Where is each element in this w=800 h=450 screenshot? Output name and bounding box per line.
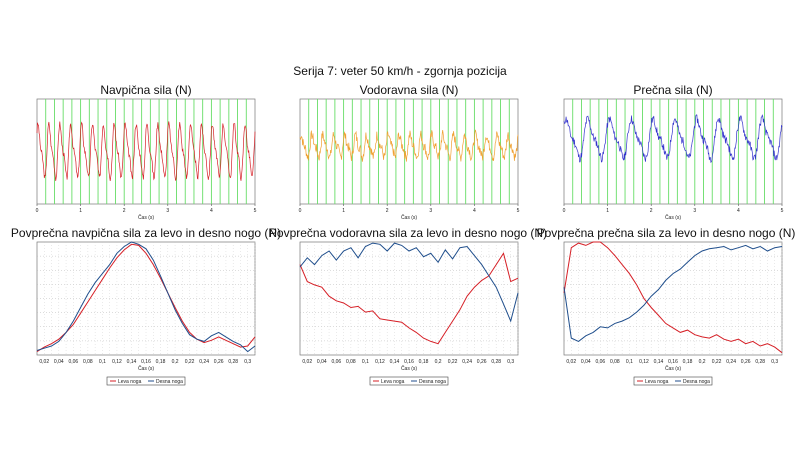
- legend-label-bot3-1: Desna noga: [683, 379, 710, 385]
- x-axis-label-top1: Čas (s): [138, 214, 154, 221]
- x-axis-label-bot3: Čas (s): [665, 365, 681, 372]
- page-title: Serija 7: veter 50 km/h - zgornja pozici…: [293, 64, 507, 78]
- x-tick-label-bot1: 0,3: [244, 359, 251, 365]
- x-tick-label-top2: 1: [342, 208, 345, 214]
- legend-label-bot1-0: Leva noga: [118, 379, 142, 385]
- x-tick-label-bot3: 0,26: [741, 359, 751, 365]
- x-tick-label-bot3: 0,24: [726, 359, 736, 365]
- chart-title-precna: Prečna sila (N): [633, 83, 713, 97]
- x-tick-label-bot3: 0,12: [639, 359, 649, 365]
- chart-title-navpicna: Navpična sila (N): [100, 83, 192, 97]
- x-tick-label-bot1: 0,18: [156, 359, 166, 365]
- x-tick-label-bot1: 0,22: [185, 359, 195, 365]
- x-tick-label-bot2: 0,12: [375, 359, 385, 365]
- legend-label-bot3-0: Leva noga: [645, 379, 669, 385]
- series-line-bot2-0: [299, 252, 519, 345]
- x-tick-label-bot2: 0,1: [362, 359, 369, 365]
- x-tick-label-bot1: 0,26: [214, 359, 224, 365]
- x-tick-label-bot1: 0,1: [99, 359, 106, 365]
- legend-label-bot2-1: Desna noga: [419, 379, 446, 385]
- x-tick-label-top2: 2: [386, 208, 389, 214]
- x-tick-label-bot3: 0,18: [683, 359, 693, 365]
- x-tick-label-top3: 3: [693, 208, 696, 214]
- x-tick-label-bot3: 0,3: [771, 359, 778, 365]
- series-line-bot1-0: [36, 243, 256, 353]
- legend-box-bot2: [369, 376, 449, 386]
- x-tick-label-bot2: 0,3: [507, 359, 514, 365]
- x-tick-label-bot1: 0,04: [54, 359, 64, 365]
- x-tick-label-bot2: 0,2: [435, 359, 442, 365]
- x-tick-label-bot1: 0,28: [228, 359, 238, 365]
- x-tick-label-bot2: 0,28: [491, 359, 501, 365]
- x-tick-label-top2: 5: [517, 208, 520, 214]
- x-tick-label-bot3: 0,16: [668, 359, 678, 365]
- x-tick-label-top1: 5: [254, 208, 257, 214]
- series-line-bot2-1: [299, 242, 519, 323]
- x-tick-label-bot3: 0,28: [755, 359, 765, 365]
- x-tick-label-top2: 4: [473, 208, 476, 214]
- x-tick-label-bot2: 0,02: [302, 359, 312, 365]
- x-tick-label-bot1: 0,16: [141, 359, 151, 365]
- x-axis-label-top2: Čas (s): [401, 214, 417, 221]
- x-tick-label-bot3: 0,06: [595, 359, 605, 365]
- x-tick-label-bot1: 0,24: [199, 359, 209, 365]
- series-line-top3: [563, 114, 783, 164]
- x-tick-label-bot1: 0,02: [39, 359, 49, 365]
- chart-title-avg-precna: Povprečna prečna sila za levo in desno n…: [536, 226, 796, 240]
- x-tick-label-top3: 2: [650, 208, 653, 214]
- x-tick-label-top2: 3: [429, 208, 432, 214]
- x-tick-label-bot2: 0,16: [404, 359, 414, 365]
- series-line-top2: [299, 129, 519, 162]
- x-tick-label-bot1: 0,08: [83, 359, 93, 365]
- x-tick-label-top1: 1: [79, 208, 82, 214]
- chart-title-avg-navpicna: Povprečna navpična sila za levo in desno…: [10, 226, 282, 240]
- x-tick-label-bot3: 0,1: [626, 359, 633, 365]
- x-axis-label-bot2: Čas (s): [401, 365, 417, 372]
- x-tick-label-bot3: 0,22: [712, 359, 722, 365]
- series-line-bot3-1: [563, 244, 783, 342]
- x-tick-label-bot2: 0,14: [390, 359, 400, 365]
- x-tick-label-bot3: 0,2: [699, 359, 706, 365]
- x-tick-label-bot1: 0,06: [68, 359, 78, 365]
- x-tick-label-top1: 2: [123, 208, 126, 214]
- chart-title-vodoravna: Vodoravna sila (N): [359, 83, 459, 97]
- x-tick-label-top3: 4: [737, 208, 740, 214]
- series-line-top1: [36, 121, 256, 181]
- x-tick-label-top1: 3: [166, 208, 169, 214]
- series-line-bot1-1: [36, 241, 256, 353]
- x-tick-label-bot2: 0,26: [477, 359, 487, 365]
- x-tick-label-bot3: 0,02: [566, 359, 576, 365]
- x-axis-label-top3: Čas (s): [665, 214, 681, 221]
- legend-label-bot2-0: Leva noga: [381, 379, 405, 385]
- x-axis-label-bot1: Čas (s): [138, 365, 154, 372]
- x-tick-label-top3: 1: [606, 208, 609, 214]
- x-tick-label-top2: 0: [299, 208, 302, 214]
- x-tick-label-top3: 0: [563, 208, 566, 214]
- x-tick-label-bot2: 0,22: [448, 359, 458, 365]
- x-tick-label-bot1: 0,2: [172, 359, 179, 365]
- x-tick-label-bot2: 0,18: [419, 359, 429, 365]
- x-tick-label-bot1: 0,12: [112, 359, 122, 365]
- chart-title-avg-vodoravna: Povprečna vodoravna sila za levo in desn…: [268, 226, 548, 240]
- x-tick-label-bot2: 0,08: [346, 359, 356, 365]
- x-tick-label-top1: 4: [210, 208, 213, 214]
- series-line-bot3-0: [563, 241, 783, 354]
- x-tick-label-bot3: 0,14: [654, 359, 664, 365]
- legend-box-bot1: [106, 376, 186, 386]
- x-tick-label-bot1: 0,14: [127, 359, 137, 365]
- legend-label-bot1-1: Desna noga: [156, 379, 183, 385]
- x-tick-label-bot2: 0,06: [331, 359, 341, 365]
- plot-area-top1: [36, 98, 256, 205]
- x-tick-label-bot2: 0,04: [317, 359, 327, 365]
- legend-box-bot3: [633, 376, 713, 386]
- x-tick-label-bot3: 0,04: [581, 359, 591, 365]
- plot-area-top2: [299, 98, 519, 205]
- x-tick-label-top1: 0: [36, 208, 39, 214]
- x-tick-label-bot3: 0,08: [610, 359, 620, 365]
- plot-area-top3: [563, 98, 783, 205]
- x-tick-label-bot2: 0,24: [462, 359, 472, 365]
- x-tick-label-top3: 5: [781, 208, 784, 214]
